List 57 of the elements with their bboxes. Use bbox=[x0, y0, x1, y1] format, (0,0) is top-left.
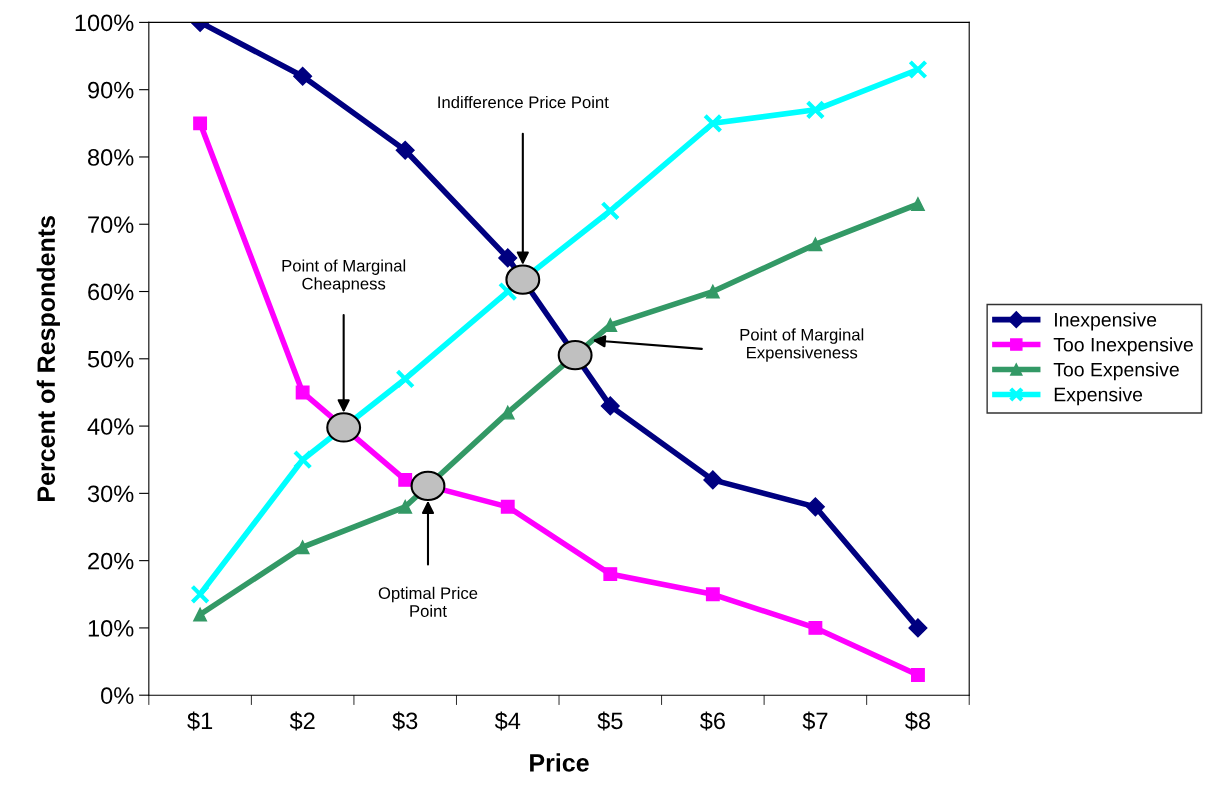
x-tick-label: $8 bbox=[905, 711, 931, 731]
point bbox=[808, 237, 823, 252]
point bbox=[193, 607, 208, 622]
annotation: Indifference Price Point bbox=[438, 95, 609, 109]
legend-label: Inexpensive bbox=[1055, 312, 1157, 331]
point bbox=[908, 59, 928, 80]
point bbox=[705, 284, 720, 299]
annotation: Optimal Price Point bbox=[378, 586, 478, 617]
point bbox=[295, 385, 310, 400]
point bbox=[398, 499, 413, 514]
point bbox=[600, 201, 621, 221]
x-tick-label: $4 bbox=[494, 711, 521, 731]
point bbox=[295, 540, 310, 555]
y-tick-label: 80% bbox=[88, 149, 134, 166]
x-tick-label: $3 bbox=[392, 711, 418, 731]
point bbox=[703, 470, 723, 490]
point bbox=[190, 584, 210, 605]
x-axis-title: Price bbox=[530, 753, 589, 772]
x-tick-label: $2 bbox=[289, 711, 315, 731]
point bbox=[498, 248, 518, 268]
point bbox=[292, 449, 313, 470]
y-tick-label: 90% bbox=[88, 81, 134, 99]
y-tick-label: 30% bbox=[87, 485, 134, 503]
point bbox=[910, 197, 925, 212]
point bbox=[910, 668, 925, 682]
y-tick-label: 40% bbox=[87, 418, 134, 435]
y-tick-label: 0% bbox=[101, 687, 134, 704]
y-tick-label: 70% bbox=[88, 216, 134, 234]
y-axis-title: Percent of Respondents bbox=[36, 216, 60, 501]
point bbox=[600, 396, 620, 416]
point bbox=[705, 587, 720, 602]
point bbox=[703, 113, 723, 134]
x-tick-label: $1 bbox=[187, 711, 213, 731]
point bbox=[395, 140, 415, 160]
point bbox=[398, 472, 413, 487]
point bbox=[603, 567, 618, 582]
x-tick-label: $7 bbox=[802, 711, 828, 731]
point bbox=[805, 497, 825, 517]
legend-label: Too Expensive bbox=[1053, 362, 1179, 381]
point bbox=[193, 116, 208, 131]
y-tick-label: 100% bbox=[75, 14, 134, 32]
y-tick-label: 50% bbox=[87, 350, 134, 368]
point bbox=[808, 620, 823, 635]
x-tick-label: $5 bbox=[597, 711, 623, 731]
legend-label: Expensive bbox=[1054, 387, 1143, 406]
annotation: Point of Marginal Cheapness bbox=[282, 259, 406, 293]
legend-label: Too Inexpensive bbox=[1053, 337, 1193, 356]
point bbox=[500, 499, 515, 514]
y-tick-label: 20% bbox=[88, 552, 134, 570]
point bbox=[908, 618, 928, 638]
x-tick-label: $6 bbox=[699, 711, 725, 731]
annotation: Point of Marginal Expensiveness bbox=[740, 328, 864, 362]
y-tick-label: 60% bbox=[88, 283, 134, 301]
y-tick-label: 10% bbox=[88, 619, 134, 637]
point bbox=[293, 66, 313, 86]
point bbox=[395, 369, 415, 389]
point bbox=[805, 100, 826, 120]
